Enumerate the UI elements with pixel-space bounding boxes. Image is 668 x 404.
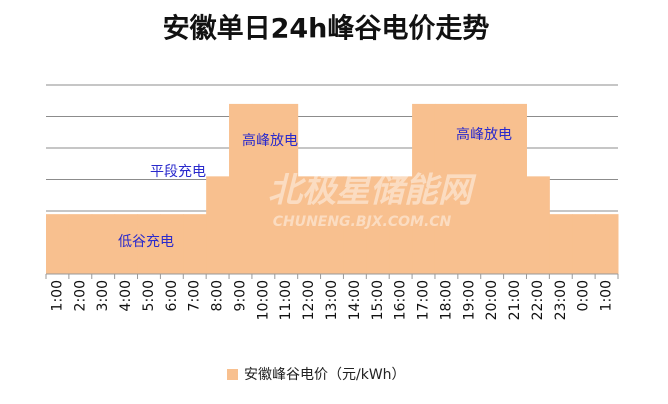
x-tick-label: 18:00 (438, 280, 454, 320)
x-tick-label: 10:00 (255, 280, 271, 320)
bar (137, 214, 161, 274)
x-tick-label: 0:00 (576, 280, 592, 311)
bar (572, 214, 596, 274)
annotation: 低谷充电 (118, 234, 174, 250)
bar (503, 103, 527, 275)
bar (526, 176, 550, 274)
x-tick-label: 12:00 (301, 280, 317, 320)
bar (160, 214, 184, 274)
x-tick-label: 1:00 (599, 280, 615, 311)
bar (46, 214, 70, 274)
bar (114, 214, 139, 274)
x-tick-label: 16:00 (393, 280, 409, 320)
bar (434, 103, 459, 275)
legend-label: 安徽峰谷电价（元/kWh） (244, 367, 406, 383)
chart-title: 安徽单日24h峰谷电价走势 (163, 14, 490, 45)
bar (457, 103, 482, 275)
bar (366, 176, 390, 274)
bar (183, 214, 207, 274)
x-tick-label: 19:00 (461, 280, 477, 320)
bar (297, 176, 322, 274)
bar (274, 103, 299, 275)
bar (68, 214, 93, 274)
x-tick-label: 21:00 (507, 280, 523, 320)
x-tick-label: 22:00 (530, 280, 546, 320)
bar (91, 214, 116, 274)
x-tick-label: 23:00 (553, 280, 569, 320)
x-tick-label: 15:00 (370, 280, 386, 320)
bar (251, 103, 276, 275)
x-tick-label: 11:00 (278, 280, 294, 320)
x-tick-label: 4:00 (118, 280, 134, 311)
bar (389, 176, 413, 274)
bar (595, 214, 619, 274)
x-tick-label: 13:00 (324, 280, 340, 320)
x-tick-label: 5:00 (141, 280, 157, 311)
annotation: 高峰放电 (242, 132, 298, 149)
x-tick-label: 9:00 (232, 280, 248, 311)
bar (412, 103, 436, 275)
x-tick-label: 6:00 (164, 280, 180, 311)
bar (343, 176, 367, 274)
x-tick-label: 7:00 (187, 280, 203, 311)
watermark: CHUNENG.BJX.COM.CN (273, 214, 452, 230)
x-tick-label: 2:00 (72, 280, 88, 311)
x-tick-label: 3:00 (95, 280, 111, 311)
x-tick-label: 17:00 (416, 280, 432, 320)
bar (206, 176, 230, 274)
x-tick-label: 14:00 (347, 280, 363, 320)
annotation: 高峰放电 (456, 126, 512, 143)
legend-swatch (227, 369, 238, 380)
bar (549, 214, 573, 274)
bar (480, 103, 505, 275)
annotation: 平段充电 (150, 164, 206, 180)
x-tick-label: 20:00 (484, 280, 500, 320)
x-tick-label: 8:00 (210, 280, 226, 311)
bar (320, 176, 344, 274)
watermark: 北极星储能网 (268, 171, 477, 211)
bar (229, 103, 253, 275)
x-tick-label: 1:00 (49, 280, 65, 311)
